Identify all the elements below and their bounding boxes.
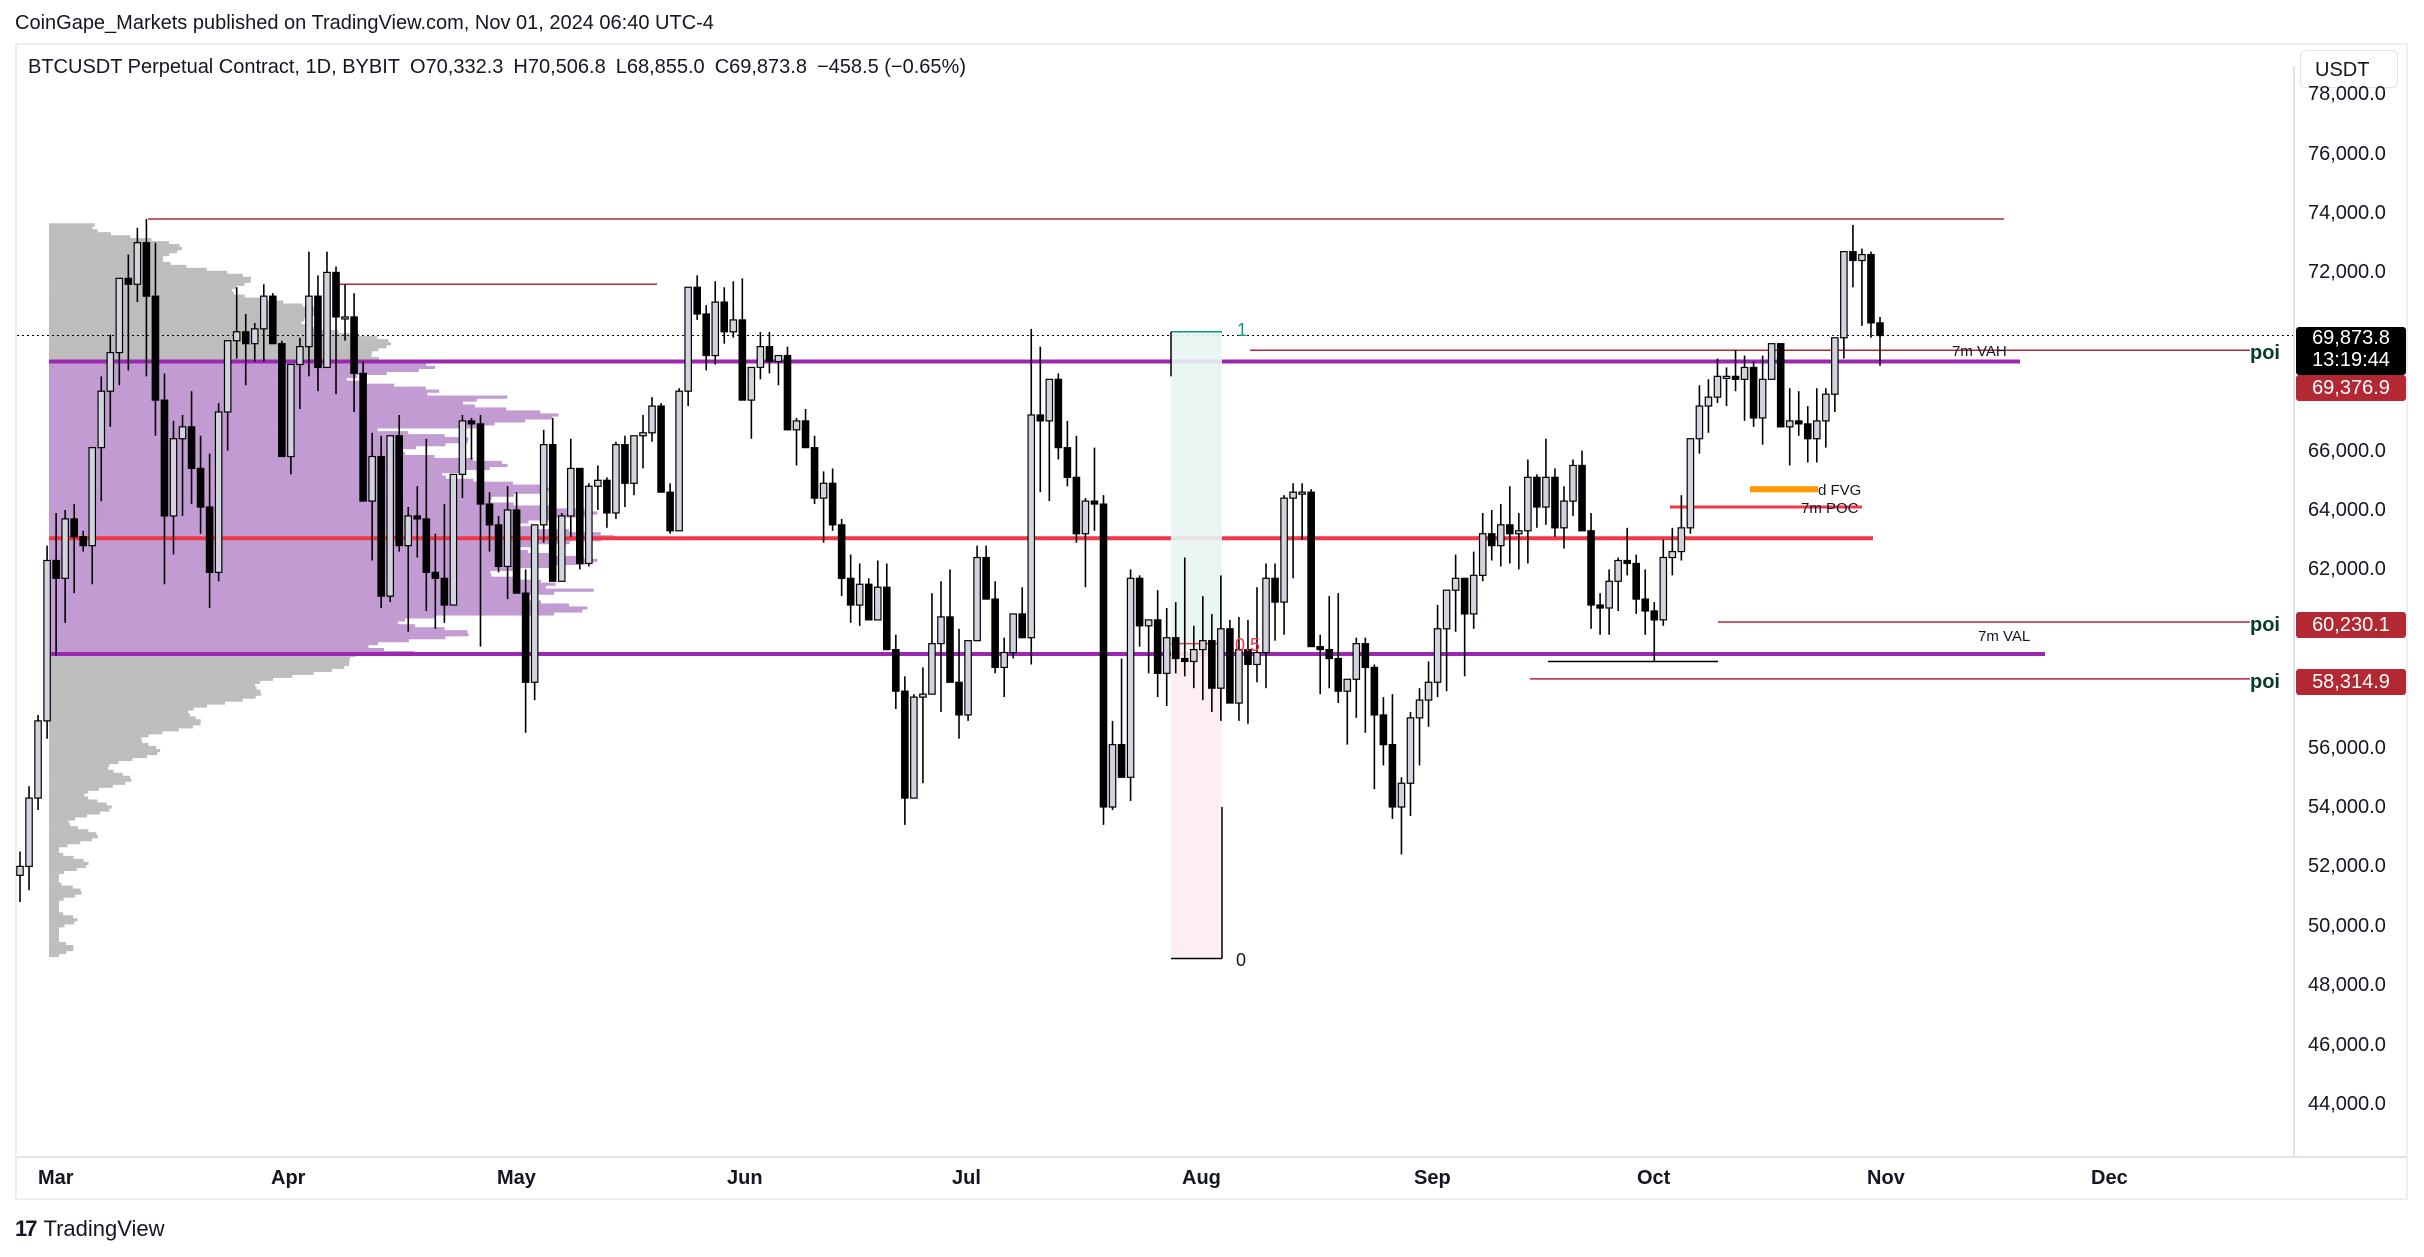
last-price-label: 69,873.8 13:19:44 bbox=[2296, 327, 2406, 375]
ohlc-change: −458.5 (−0.65%) bbox=[816, 56, 966, 78]
time-tick: Dec bbox=[2091, 1167, 2128, 1189]
time-tick: Oct bbox=[1637, 1167, 1671, 1189]
price-tick: 72,000.0 bbox=[2308, 261, 2386, 284]
poi-label-1: poi bbox=[2250, 342, 2280, 364]
vah-label: 7m VAH bbox=[1952, 343, 2007, 360]
price-tick: 44,000.0 bbox=[2308, 1093, 2386, 1115]
fib-0-label: 0 bbox=[1236, 950, 1247, 970]
time-tick: Apr bbox=[271, 1167, 306, 1189]
fib-05-label: 0.5 bbox=[1235, 635, 1261, 655]
tradingview-brand: TradingView bbox=[43, 1216, 165, 1241]
poi-label-2: poi bbox=[2250, 614, 2280, 636]
fvg-label: d FVG bbox=[1818, 482, 1862, 499]
poi-price-label-1: 69,376.9 bbox=[2296, 375, 2406, 401]
price-tick: 48,000.0 bbox=[2308, 974, 2386, 997]
chart-frame bbox=[15, 43, 2408, 1200]
poi-label-3: poi bbox=[2250, 671, 2280, 693]
candlesticks bbox=[16, 218, 1884, 903]
price-tick: 66,000.0 bbox=[2308, 439, 2386, 462]
price-tick: 50,000.0 bbox=[2308, 914, 2386, 937]
ohlc-high: H70,506.8 bbox=[513, 56, 606, 78]
level-lines bbox=[17, 218, 2294, 680]
time-tick: Jul bbox=[952, 1167, 981, 1189]
tradingview-logo-icon: 17 bbox=[15, 1216, 38, 1241]
ohlc-close: C69,873.8 bbox=[714, 56, 807, 78]
val-label: 7m VAL bbox=[1978, 628, 2031, 645]
price-tick: 52,000.0 bbox=[2308, 855, 2386, 878]
poc-label: 7m POC bbox=[1801, 500, 1859, 517]
time-tick: Mar bbox=[38, 1167, 74, 1189]
ohlc-low: L68,855.0 bbox=[615, 56, 705, 78]
currency-button[interactable]: USDT bbox=[2300, 50, 2398, 88]
bar-countdown: 13:19:44 bbox=[2312, 349, 2390, 371]
price-tick: 74,000.0 bbox=[2308, 202, 2386, 224]
price-tick: 56,000.0 bbox=[2308, 736, 2386, 759]
volume-profile bbox=[49, 223, 614, 958]
tradingview-logo[interactable]: 17 TradingView bbox=[15, 1216, 165, 1242]
fib-1-label: 1 bbox=[1237, 320, 1248, 340]
price-tick: 64,000.0 bbox=[2308, 499, 2386, 521]
symbol-title[interactable]: BTCUSDT Perpetual Contract, 1D, BYBIT bbox=[28, 56, 400, 78]
time-tick: Sep bbox=[1414, 1167, 1451, 1189]
time-tick: Aug bbox=[1182, 1167, 1221, 1189]
symbol-legend: BTCUSDT Perpetual Contract, 1D, BYBIT O70… bbox=[28, 56, 976, 79]
fib-retracement[interactable] bbox=[1170, 331, 1223, 960]
time-tick: Jun bbox=[727, 1167, 763, 1189]
price-tick: 62,000.0 bbox=[2308, 558, 2386, 581]
price-tick: 78,000.0 bbox=[2308, 83, 2386, 106]
time-tick: Nov bbox=[1867, 1167, 1905, 1189]
time-tick: May bbox=[497, 1167, 536, 1189]
publish-info: CoinGape_Markets published on TradingVie… bbox=[15, 12, 714, 34]
poi-price-label-2: 60,230.1 bbox=[2296, 612, 2406, 638]
price-tick: 46,000.0 bbox=[2308, 1033, 2386, 1056]
price-tick: 76,000.0 bbox=[2308, 142, 2386, 165]
poi-price-label-3: 58,314.9 bbox=[2296, 669, 2406, 695]
last-price: 69,873.8 bbox=[2312, 327, 2390, 349]
ohlc-open: O70,332.3 bbox=[409, 56, 504, 78]
price-tick: 54,000.0 bbox=[2308, 796, 2386, 818]
